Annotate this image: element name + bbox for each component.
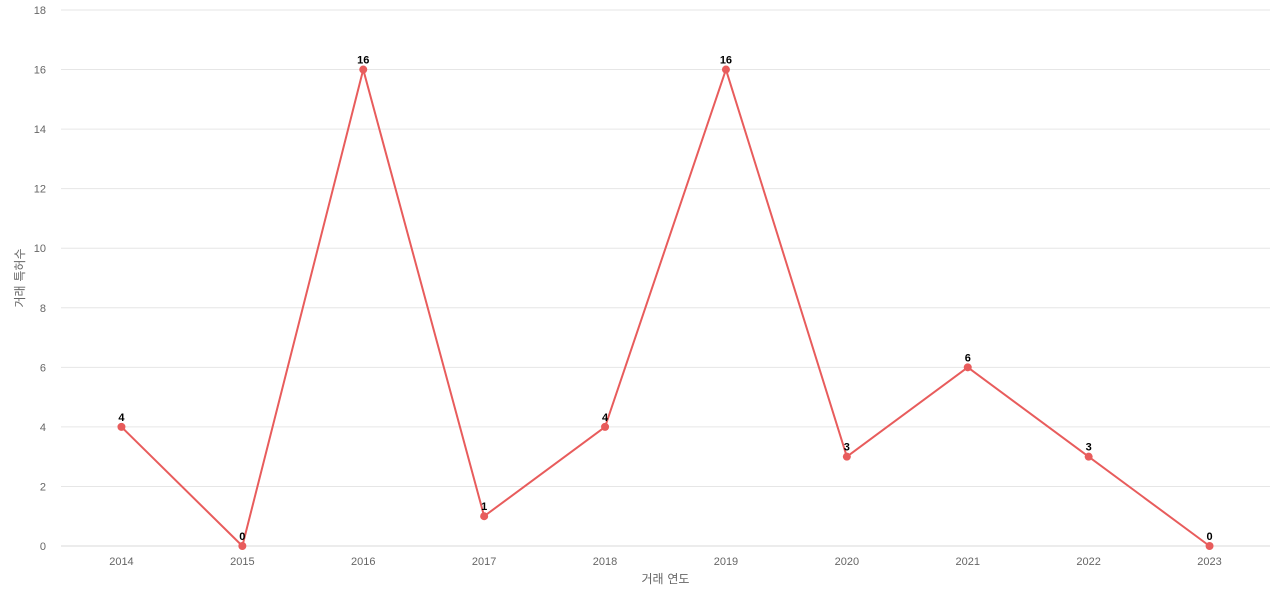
- x-tick-label: 2023: [1197, 556, 1221, 568]
- data-label: 0: [239, 531, 245, 543]
- series-line: [120, 68, 1211, 547]
- y-tick-label: 12: [34, 184, 46, 196]
- x-tick-label: 2014: [109, 556, 133, 568]
- series-group: [120, 68, 1211, 547]
- x-tick-label: 2016: [351, 556, 375, 568]
- x-tick-label: 2021: [956, 556, 980, 568]
- x-tick-label: 2018: [593, 556, 617, 568]
- data-label: 3: [1086, 442, 1092, 454]
- data-label: 6: [965, 352, 971, 364]
- data-label: 3: [844, 442, 850, 454]
- y-tick-label: 2: [40, 481, 46, 493]
- y-tick-label: 4: [40, 422, 46, 434]
- x-axis-ticks: 2014 2015 2016 2017 2018 2019 2020 2021 2022 2023: [109, 556, 1222, 568]
- data-point[interactable]: [238, 542, 247, 550]
- x-tick-label: 2020: [835, 556, 859, 568]
- y-tick-label: 18: [34, 5, 46, 17]
- y-axis-ticks: 0 2 4 6 8 10 12 14 16 18: [34, 5, 46, 553]
- data-point[interactable]: [1084, 452, 1093, 461]
- x-tick-label: 2017: [472, 556, 496, 568]
- data-label: 16: [720, 55, 732, 67]
- x-tick-label: 2019: [714, 556, 738, 568]
- data-point[interactable]: [117, 422, 126, 431]
- data-point[interactable]: [359, 65, 368, 74]
- grid: [61, 9, 1270, 547]
- data-label: 16: [357, 55, 369, 67]
- data-labels-group: 4 0 16 1 4 16 3 6 3 0: [118, 55, 1212, 543]
- x-tick-label: 2015: [230, 556, 254, 568]
- y-tick-label: 6: [40, 362, 46, 374]
- y-axis-title: 거래 특허수: [13, 248, 27, 307]
- data-point[interactable]: [842, 452, 851, 461]
- y-tick-label: 16: [34, 65, 46, 77]
- data-point[interactable]: [963, 363, 972, 372]
- data-label: 0: [1206, 531, 1212, 543]
- data-label: 4: [118, 412, 125, 424]
- y-tick-label: 0: [40, 541, 46, 553]
- y-tick-label: 14: [34, 124, 46, 136]
- data-point[interactable]: [480, 512, 489, 521]
- data-point[interactable]: [721, 65, 730, 74]
- y-tick-label: 10: [34, 243, 46, 255]
- data-label: 4: [602, 412, 609, 424]
- y-tick-label: 8: [40, 303, 46, 315]
- x-axis-title: 거래 연도: [642, 572, 690, 586]
- data-point[interactable]: [1205, 542, 1214, 550]
- x-tick-label: 2022: [1076, 556, 1100, 568]
- data-label: 1: [481, 501, 487, 513]
- data-point[interactable]: [601, 422, 610, 431]
- points-group: [117, 65, 1214, 550]
